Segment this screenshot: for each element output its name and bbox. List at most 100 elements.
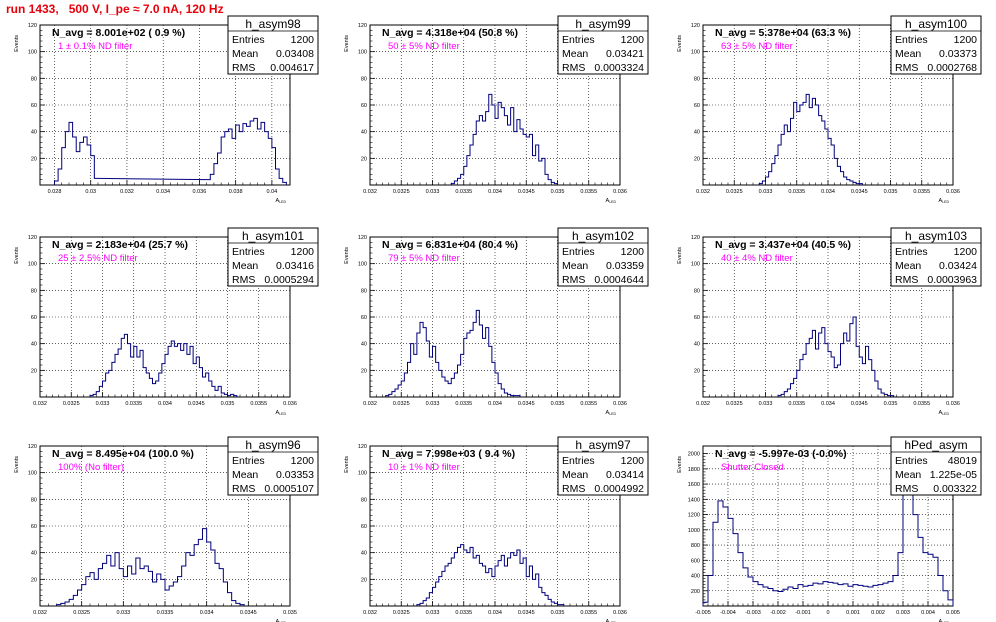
stats-label-rms: RMS	[895, 483, 918, 495]
y-tick-label: 20	[361, 368, 367, 374]
stats-label-rms: RMS	[232, 274, 255, 286]
x-tick-label: 0.036	[193, 189, 207, 195]
y-tick-label: 40	[694, 342, 700, 348]
stats-label-entries: Entries	[232, 246, 265, 258]
y-tick-label: 120	[28, 235, 37, 241]
x-tick-label: 0.033	[116, 610, 130, 616]
histogram-panel-h_asym99: 0.032 0.0325 0.033 0.0335 0.034 0.0345 0.035 0.…	[344, 15, 649, 204]
stats-value-entries: 1200	[291, 455, 315, 467]
y-tick-label: 120	[691, 23, 700, 29]
y-tick-label: 120	[28, 23, 37, 29]
histogram-panel-h_asym98: 0.028 0.03 0.032 0.034 0.036 0.038 0.04 20 40 60 8…	[14, 15, 319, 204]
y-tick-label: 60	[694, 315, 700, 321]
y-tick-label: 80	[694, 288, 700, 294]
x-tick-label: 0.033	[426, 189, 440, 195]
filter-annotation: 1 ± 0.1% ND filter	[58, 41, 132, 52]
y-tick-label: 40	[31, 130, 37, 136]
stats-value-rms: 0.0004992	[594, 483, 644, 495]
histogram-panel-h_asym100: 0.032 0.0325 0.033 0.0335 0.034 0.0345 0.035 0.…	[677, 15, 982, 204]
y-tick-label: 120	[358, 23, 367, 29]
x-tick-label: -0.002	[770, 610, 786, 616]
y-axis-title: Events	[14, 35, 20, 52]
filter-annotation: 63 ± 5% ND filter	[721, 41, 793, 52]
x-tick-label: 0.0325	[393, 189, 410, 195]
y-axis-title: Events	[344, 456, 350, 473]
x-tick-label: 0.0345	[188, 401, 205, 407]
filter-annotation: 50 ± 5% ND filter	[388, 41, 460, 52]
x-tick-label: 0.0325	[73, 610, 90, 616]
y-tick-label: 60	[361, 524, 367, 530]
filter-annotation: 79 ± 5% ND filter	[388, 253, 460, 264]
y-axis-title: Events	[677, 247, 683, 264]
stats-label-entries: Entries	[895, 246, 928, 258]
histogram-series	[53, 117, 287, 185]
page-title: run 1433, 500 V, I_pe ≈ 7.0 nA, 120 Hz	[6, 2, 224, 16]
y-axis-title: Events	[14, 247, 20, 264]
x-tick-label: 0.032	[120, 189, 134, 195]
x-tick-label: 0.0335	[788, 401, 805, 407]
stats-label-entries: Entries	[895, 34, 928, 46]
x-tick-label: 0.036	[946, 189, 960, 195]
histogram-panel-h_asym103: 0.032 0.0325 0.033 0.0335 0.034 0.0345 0.035 0.…	[677, 227, 982, 416]
x-tick-label: 0.034	[821, 401, 835, 407]
y-tick-label: 80	[361, 76, 367, 82]
x-tick-label: 0.0355	[580, 610, 597, 616]
y-tick-label: 400	[691, 574, 700, 580]
y-tick-label: 1800	[688, 467, 700, 473]
x-tick-label: 0.028	[48, 189, 62, 195]
stats-label-rms: RMS	[562, 483, 585, 495]
stats-value-mean: 1.225e-05	[930, 469, 977, 481]
x-tick-label: 0.032	[363, 401, 377, 407]
x-tick-label: 0.035	[551, 610, 565, 616]
x-tick-label: 0.0345	[851, 401, 868, 407]
x-tick-label: 0.0345	[518, 401, 535, 407]
x-tick-label: 0.0345	[518, 189, 535, 195]
y-tick-label: 20	[694, 156, 700, 162]
y-tick-label: 40	[361, 130, 367, 136]
stats-value-entries: 1200	[291, 246, 315, 258]
stats-box: h_asym96 Entries 1200 Mean 0.03353 RMS 0.00051…	[227, 436, 319, 496]
x-tick-label: 0.038	[229, 189, 243, 195]
y-tick-label: 80	[694, 76, 700, 82]
y-tick-label: 20	[361, 577, 367, 583]
histogram-panel-h_asym101: 0.032 0.0325 0.033 0.0335 0.034 0.0345 0.035 0.…	[14, 227, 319, 416]
stats-value-rms: 0.0003963	[927, 274, 977, 286]
histogram-series	[450, 93, 558, 185]
stats-box-frame	[557, 436, 649, 496]
y-axis-title: Events	[344, 247, 350, 264]
x-tick-label: 0.034	[821, 189, 835, 195]
x-tick-label: 0.004	[921, 610, 935, 616]
y-tick-label: 40	[361, 551, 367, 557]
y-tick-label: 100	[28, 262, 37, 268]
navg-label: N_avg = 7.998e+03 ( 9.4 %)	[382, 448, 515, 460]
y-tick-label: 800	[691, 543, 700, 549]
x-tick-label: 0.032	[363, 189, 377, 195]
x-tick-label: 0.033	[759, 401, 773, 407]
stats-box-frame	[227, 436, 319, 496]
x-tick-label: 0.0335	[157, 610, 174, 616]
y-tick-label: 60	[694, 103, 700, 109]
stats-box-frame	[557, 15, 649, 75]
stats-label-rms: RMS	[232, 483, 255, 495]
stats-name: h_asym97	[575, 438, 631, 452]
y-tick-label: 100	[358, 262, 367, 268]
stats-value-rms: 0.0002768	[927, 62, 977, 74]
stats-name: hPed_asym	[904, 438, 967, 452]
y-tick-label: 80	[31, 76, 37, 82]
stats-value-mean: 0.03408	[276, 48, 314, 60]
navg-label: N_avg = 5.378e+04 (63.3 %)	[715, 27, 851, 39]
stats-value-mean: 0.03421	[606, 48, 644, 60]
stats-label-entries: Entries	[232, 455, 265, 467]
x-tick-label: 0.033	[96, 401, 110, 407]
y-tick-label: 200	[691, 589, 700, 595]
x-tick-label: 0.0325	[393, 610, 410, 616]
histogram-series	[758, 93, 863, 185]
x-tick-label: 0.036	[946, 401, 960, 407]
y-tick-label: 120	[28, 444, 37, 450]
stats-value-mean: 0.03359	[606, 260, 644, 272]
y-tick-label: 20	[31, 156, 37, 162]
x-tick-label: 0.034	[488, 610, 502, 616]
x-tick-label: 0.035	[283, 610, 297, 616]
y-axis-title: Events	[677, 35, 683, 52]
x-tick-label: 0.033	[426, 401, 440, 407]
